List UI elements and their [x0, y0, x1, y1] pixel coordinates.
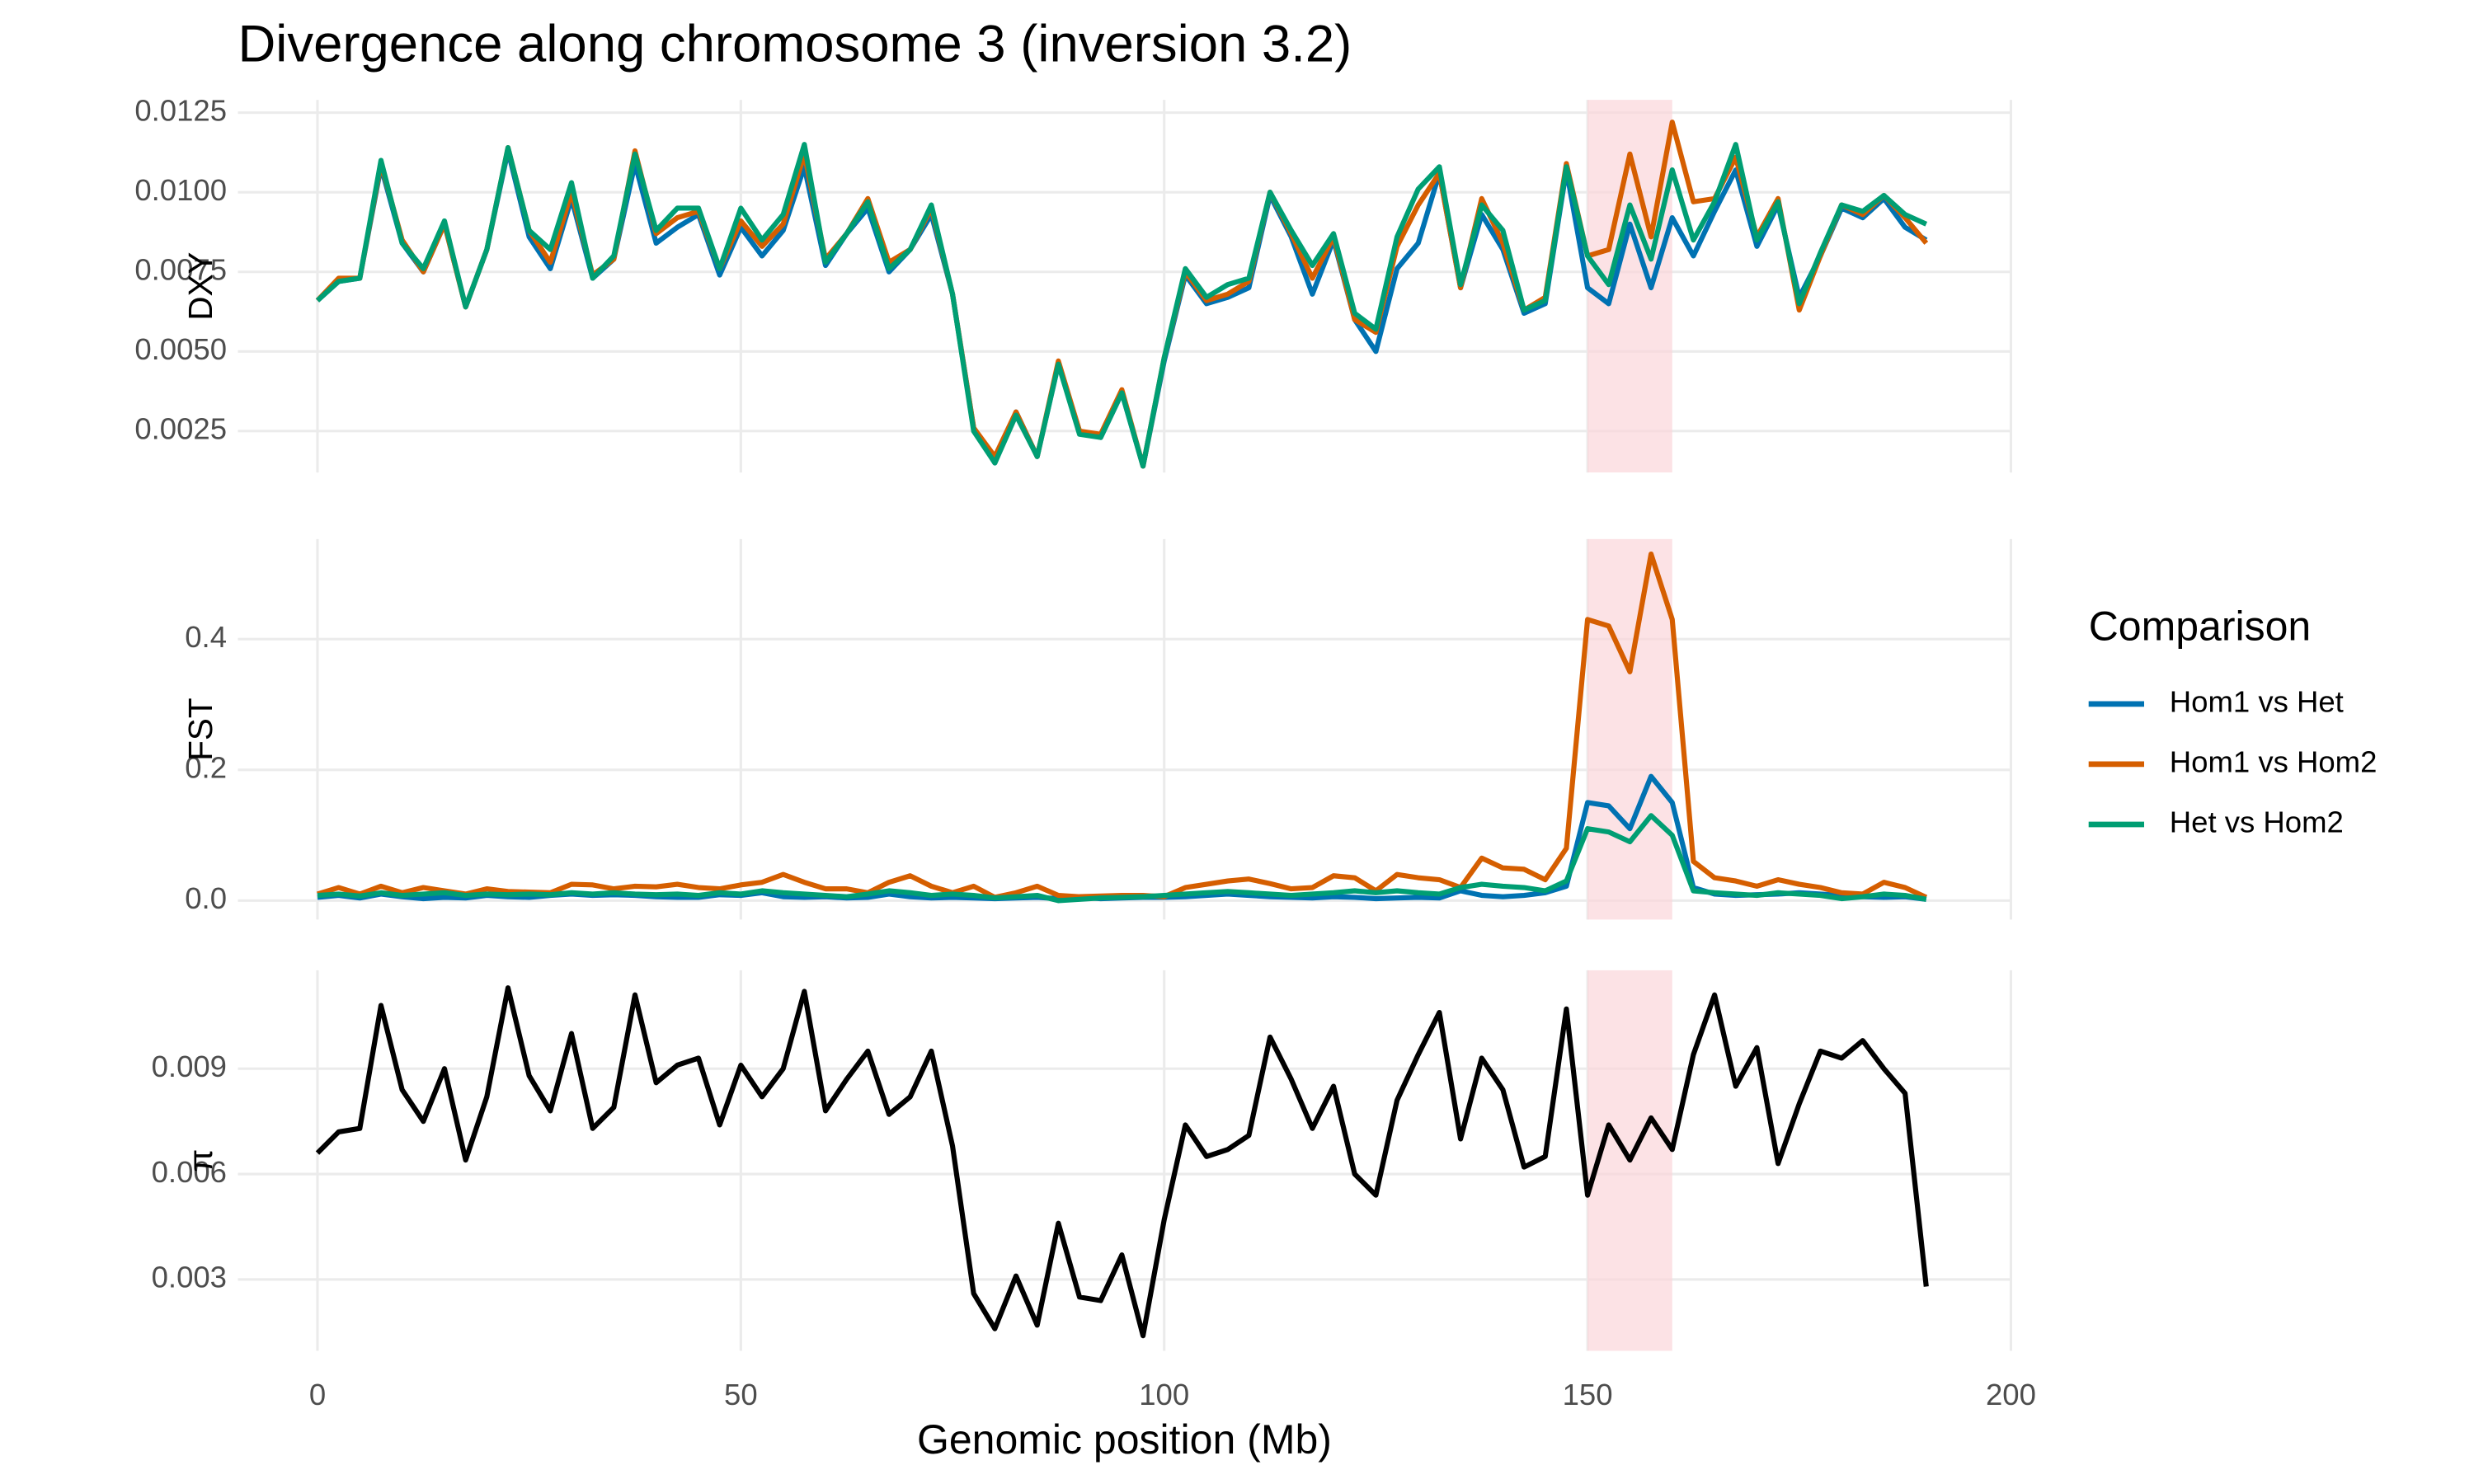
legend-label: Hom1 vs Hom2	[2170, 745, 2378, 779]
x-tick-label: 100	[1139, 1378, 1189, 1411]
y-tick-label: 0.0075	[134, 252, 227, 286]
legend-label: Het vs Hom2	[2170, 805, 2344, 839]
y-tick-label: 0.0025	[134, 412, 227, 446]
y-tick-label: 0.0	[185, 881, 227, 915]
legend-label: Hom1 vs Het	[2170, 685, 2344, 719]
data-line	[317, 813, 1927, 904]
x-tick-label: 150	[1563, 1378, 1613, 1411]
highlight-region	[1587, 538, 1672, 920]
y-tick-label: 0.0100	[134, 173, 227, 207]
data-line	[317, 773, 1927, 902]
x-tick-label: 0	[309, 1378, 326, 1411]
y-tick-label: 0.0050	[134, 332, 227, 366]
y-axis-label: DXY	[181, 252, 219, 321]
y-tick-label: 0.0125	[134, 93, 227, 127]
data-line	[315, 985, 1929, 1339]
data-line	[315, 148, 1928, 469]
y-tick-label: 0.009	[152, 1050, 227, 1083]
y-tick-label: 0.4	[185, 620, 227, 654]
x-tick-label: 50	[724, 1378, 758, 1411]
data-line	[315, 120, 1929, 469]
data-line	[315, 142, 1928, 469]
y-tick-label: 0.003	[152, 1261, 227, 1294]
y-axis-label: π	[181, 1149, 219, 1172]
y-tick-label: 0.006	[152, 1155, 227, 1189]
x-tick-label: 200	[1986, 1378, 2036, 1411]
legend-title: Comparison	[2089, 603, 2312, 650]
y-tick-label: 0.2	[185, 750, 227, 784]
y-axis-label: FST	[181, 697, 219, 760]
chart-title: Divergence along chromosome 3 (inversion…	[238, 15, 1352, 73]
x-axis-label: Genomic position (Mb)	[917, 1416, 1332, 1463]
